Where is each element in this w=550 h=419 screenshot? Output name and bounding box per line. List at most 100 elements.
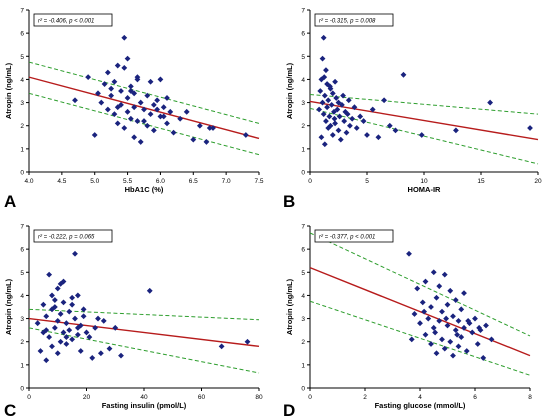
data-point xyxy=(137,139,144,145)
data-point xyxy=(474,341,481,347)
data-point xyxy=(476,324,483,331)
y-tick-label: 0 xyxy=(20,170,24,177)
x-tick-label: 0 xyxy=(308,394,312,401)
stats-box xyxy=(33,229,113,243)
x-tick-label: 4.5 xyxy=(57,178,66,185)
y-axis-label: Atropin (ng/mL) xyxy=(4,62,13,119)
data-point xyxy=(164,120,170,127)
data-point xyxy=(114,62,121,69)
data-point xyxy=(77,322,84,329)
y-tick-label: 6 xyxy=(20,247,24,254)
y-tick-label: 0 xyxy=(20,386,24,393)
data-point xyxy=(57,280,64,287)
panel-b: 0 1 2 3 4 5 6 7 0 5 10 15 20 HOMA-IR Atropin (ng/mL) r²… xyxy=(283,8,542,212)
data-point xyxy=(461,290,467,297)
data-point xyxy=(331,115,338,122)
data-point xyxy=(114,120,121,127)
data-point xyxy=(170,129,177,136)
data-point xyxy=(37,348,44,354)
y-tick-label: 3 xyxy=(301,100,305,107)
data-point xyxy=(54,350,61,357)
data-point xyxy=(127,83,134,90)
data-point xyxy=(97,350,104,357)
data-point xyxy=(454,331,461,338)
data-point xyxy=(112,324,119,331)
data-point xyxy=(80,313,87,320)
data-point xyxy=(323,118,329,124)
x-tick-label: 20 xyxy=(534,178,542,185)
panel-a: 0 1 2 3 4 5 6 7 4.0 4.5 5.0 5.5 6.0 6.5 7.0 7.5 HbA1C (%… xyxy=(4,8,264,212)
data-point xyxy=(455,343,462,350)
y-tick-label: 5 xyxy=(301,270,305,277)
data-point xyxy=(339,101,345,108)
data-point xyxy=(51,304,58,310)
y-tick-label: 1 xyxy=(20,146,24,153)
y-tick-label: 4 xyxy=(20,77,24,84)
data-point xyxy=(340,92,346,99)
data-point xyxy=(100,317,107,324)
data-point xyxy=(98,99,105,106)
data-point xyxy=(351,104,358,111)
data-point xyxy=(430,269,437,276)
data-point xyxy=(455,317,462,324)
data-point xyxy=(74,324,81,331)
data-point xyxy=(430,324,437,331)
data-point xyxy=(196,122,203,129)
y-tick-label: 1 xyxy=(301,146,305,153)
data-point xyxy=(325,97,332,104)
data-point xyxy=(332,78,338,85)
data-point xyxy=(203,139,210,145)
data-point xyxy=(95,90,101,97)
data-point xyxy=(447,287,454,294)
x-tick-label: 2 xyxy=(363,394,367,401)
data-point xyxy=(72,250,78,257)
y-tick-label: 5 xyxy=(301,54,305,61)
data-point xyxy=(316,106,323,113)
x-tick-label: 8 xyxy=(528,394,532,401)
data-point xyxy=(167,108,174,115)
data-point xyxy=(134,76,141,83)
data-point xyxy=(121,125,128,131)
y-tick-label: 4 xyxy=(301,77,305,84)
x-axis-label: Fasting insulin (pmol/L) xyxy=(102,401,187,410)
data-point xyxy=(439,308,445,315)
data-point xyxy=(345,97,352,104)
data-point xyxy=(344,111,351,118)
x-tick-label: 4 xyxy=(418,394,422,401)
x-tick-label: 7.0 xyxy=(222,178,231,185)
ci-upper-line xyxy=(28,308,260,321)
data-point xyxy=(458,334,465,340)
data-point xyxy=(329,90,336,97)
data-point xyxy=(54,285,61,292)
data-point xyxy=(321,74,328,81)
data-point xyxy=(444,301,451,308)
data-point xyxy=(443,315,450,322)
y-tick-label: 5 xyxy=(20,270,24,277)
data-point xyxy=(183,108,190,115)
data-point xyxy=(242,132,249,138)
panel-c: 0 1 2 3 4 5 6 7 0 20 40 60 80 Fasting insulin (pmol/L… xyxy=(4,224,263,419)
data-point xyxy=(106,345,113,352)
data-point xyxy=(114,104,121,111)
data-point xyxy=(66,327,73,334)
data-point xyxy=(425,315,432,322)
data-point xyxy=(324,104,330,111)
x-axis-label: Fasting glucose (mmol/L) xyxy=(375,401,466,410)
data-point xyxy=(111,78,118,85)
data-point xyxy=(83,329,90,336)
data-point xyxy=(422,278,429,285)
data-point xyxy=(329,132,336,138)
data-point xyxy=(108,85,115,92)
panel-d: 0 1 2 3 4 5 6 7 0 2 4 6 8 Fasting glucose (mmol/L) Atr… xyxy=(283,224,532,419)
data-point xyxy=(386,122,393,129)
data-point xyxy=(328,101,335,108)
data-point xyxy=(69,294,76,301)
y-tick-label: 7 xyxy=(301,224,305,231)
data-point xyxy=(43,357,50,364)
data-point xyxy=(335,99,342,106)
data-point xyxy=(144,122,151,129)
ci-lower-line xyxy=(309,107,539,165)
data-point xyxy=(89,355,96,361)
data-point xyxy=(369,106,376,113)
